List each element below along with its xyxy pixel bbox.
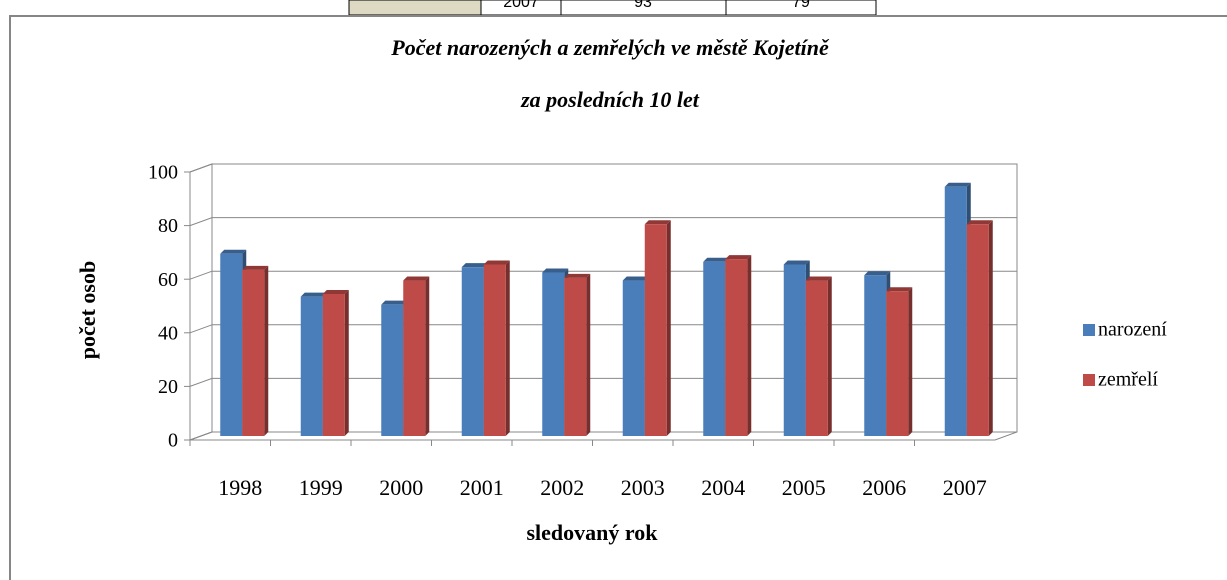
legend-label: zemřelí xyxy=(1098,369,1158,391)
bar xyxy=(564,277,587,436)
bar xyxy=(864,275,887,436)
y-tick-label: 80 xyxy=(158,215,178,237)
bar xyxy=(322,293,345,436)
bar-side xyxy=(586,273,591,436)
bar-side xyxy=(908,287,913,436)
grid-line xyxy=(189,324,213,334)
bar-top xyxy=(886,287,913,292)
table-text: 79 xyxy=(792,0,810,11)
bar xyxy=(886,291,909,436)
bar-side xyxy=(747,255,752,436)
y-tick-label: 100 xyxy=(148,162,178,184)
bar-top xyxy=(542,268,569,273)
legend-label: narození xyxy=(1098,319,1167,341)
grid-line xyxy=(189,377,213,387)
x-tick-label: 2005 xyxy=(782,475,826,500)
bar-top xyxy=(725,255,752,260)
y-tick-label: 20 xyxy=(158,376,178,398)
x-tick-label: 2001 xyxy=(460,475,504,500)
bar xyxy=(542,272,565,436)
y-tick-label: 60 xyxy=(158,269,178,291)
y-tick-label: 0 xyxy=(168,430,178,452)
bar xyxy=(242,269,265,436)
bar xyxy=(220,253,243,436)
bar xyxy=(966,224,989,436)
table-cell xyxy=(348,0,482,16)
bar-side xyxy=(988,220,993,436)
x-tick-label: 1998 xyxy=(218,475,262,500)
chart-title: Počet narozených a zemřelých ve městě Ko… xyxy=(390,35,830,60)
legend-swatch xyxy=(1083,324,1095,336)
bar-top xyxy=(242,265,269,270)
bar xyxy=(703,261,726,436)
bar-top xyxy=(300,292,327,297)
bar-side xyxy=(666,220,671,436)
bar xyxy=(725,259,748,436)
x-axis-label: sledovaný rok xyxy=(526,520,658,545)
bar-side xyxy=(344,289,349,436)
table-text: 2007 xyxy=(503,0,539,11)
bar-top xyxy=(403,276,430,281)
x-tick-label: 2003 xyxy=(621,475,665,500)
chart-subtitle: za posledních 10 let xyxy=(520,87,700,112)
x-tick-label: 2006 xyxy=(862,475,906,500)
x-tick-label: 2004 xyxy=(701,475,745,500)
y-tick-label: 40 xyxy=(158,322,178,344)
bar-top xyxy=(483,260,510,265)
bar-side xyxy=(505,260,510,436)
x-tick-label: 2002 xyxy=(540,475,584,500)
grid-line xyxy=(189,217,213,227)
bar xyxy=(805,280,828,436)
x-tick-label: 2000 xyxy=(379,475,423,500)
bar-top xyxy=(381,300,408,305)
bar-top xyxy=(966,220,993,225)
bar-top xyxy=(220,249,247,254)
grid-line xyxy=(189,270,213,280)
bar-top xyxy=(461,263,488,268)
bar-side xyxy=(827,276,832,436)
bar xyxy=(644,224,667,436)
bar-side xyxy=(425,276,430,436)
x-tick-label: 2007 xyxy=(943,475,987,500)
bar-top xyxy=(783,260,810,265)
bar-side xyxy=(264,265,269,436)
bar xyxy=(403,280,426,436)
side-wall xyxy=(189,163,213,441)
bar-top xyxy=(944,182,971,187)
bar-top xyxy=(322,289,349,294)
bar xyxy=(622,280,645,436)
legend-swatch xyxy=(1083,374,1095,386)
table-text: 93 xyxy=(634,0,652,11)
bar xyxy=(300,296,323,436)
bar-top xyxy=(644,220,671,225)
bar-top xyxy=(622,276,649,281)
bar xyxy=(483,264,506,436)
grid-line xyxy=(189,431,213,441)
bar xyxy=(783,264,806,436)
bar-top xyxy=(564,273,591,278)
bar-top xyxy=(703,257,730,262)
y-axis-label: počet osob xyxy=(75,261,100,359)
grid-line xyxy=(189,163,213,173)
x-tick-label: 1999 xyxy=(299,475,343,500)
bar-top xyxy=(805,276,832,281)
bar xyxy=(461,267,484,436)
bar xyxy=(381,304,404,436)
bar xyxy=(944,186,967,436)
bar-top xyxy=(864,271,891,276)
